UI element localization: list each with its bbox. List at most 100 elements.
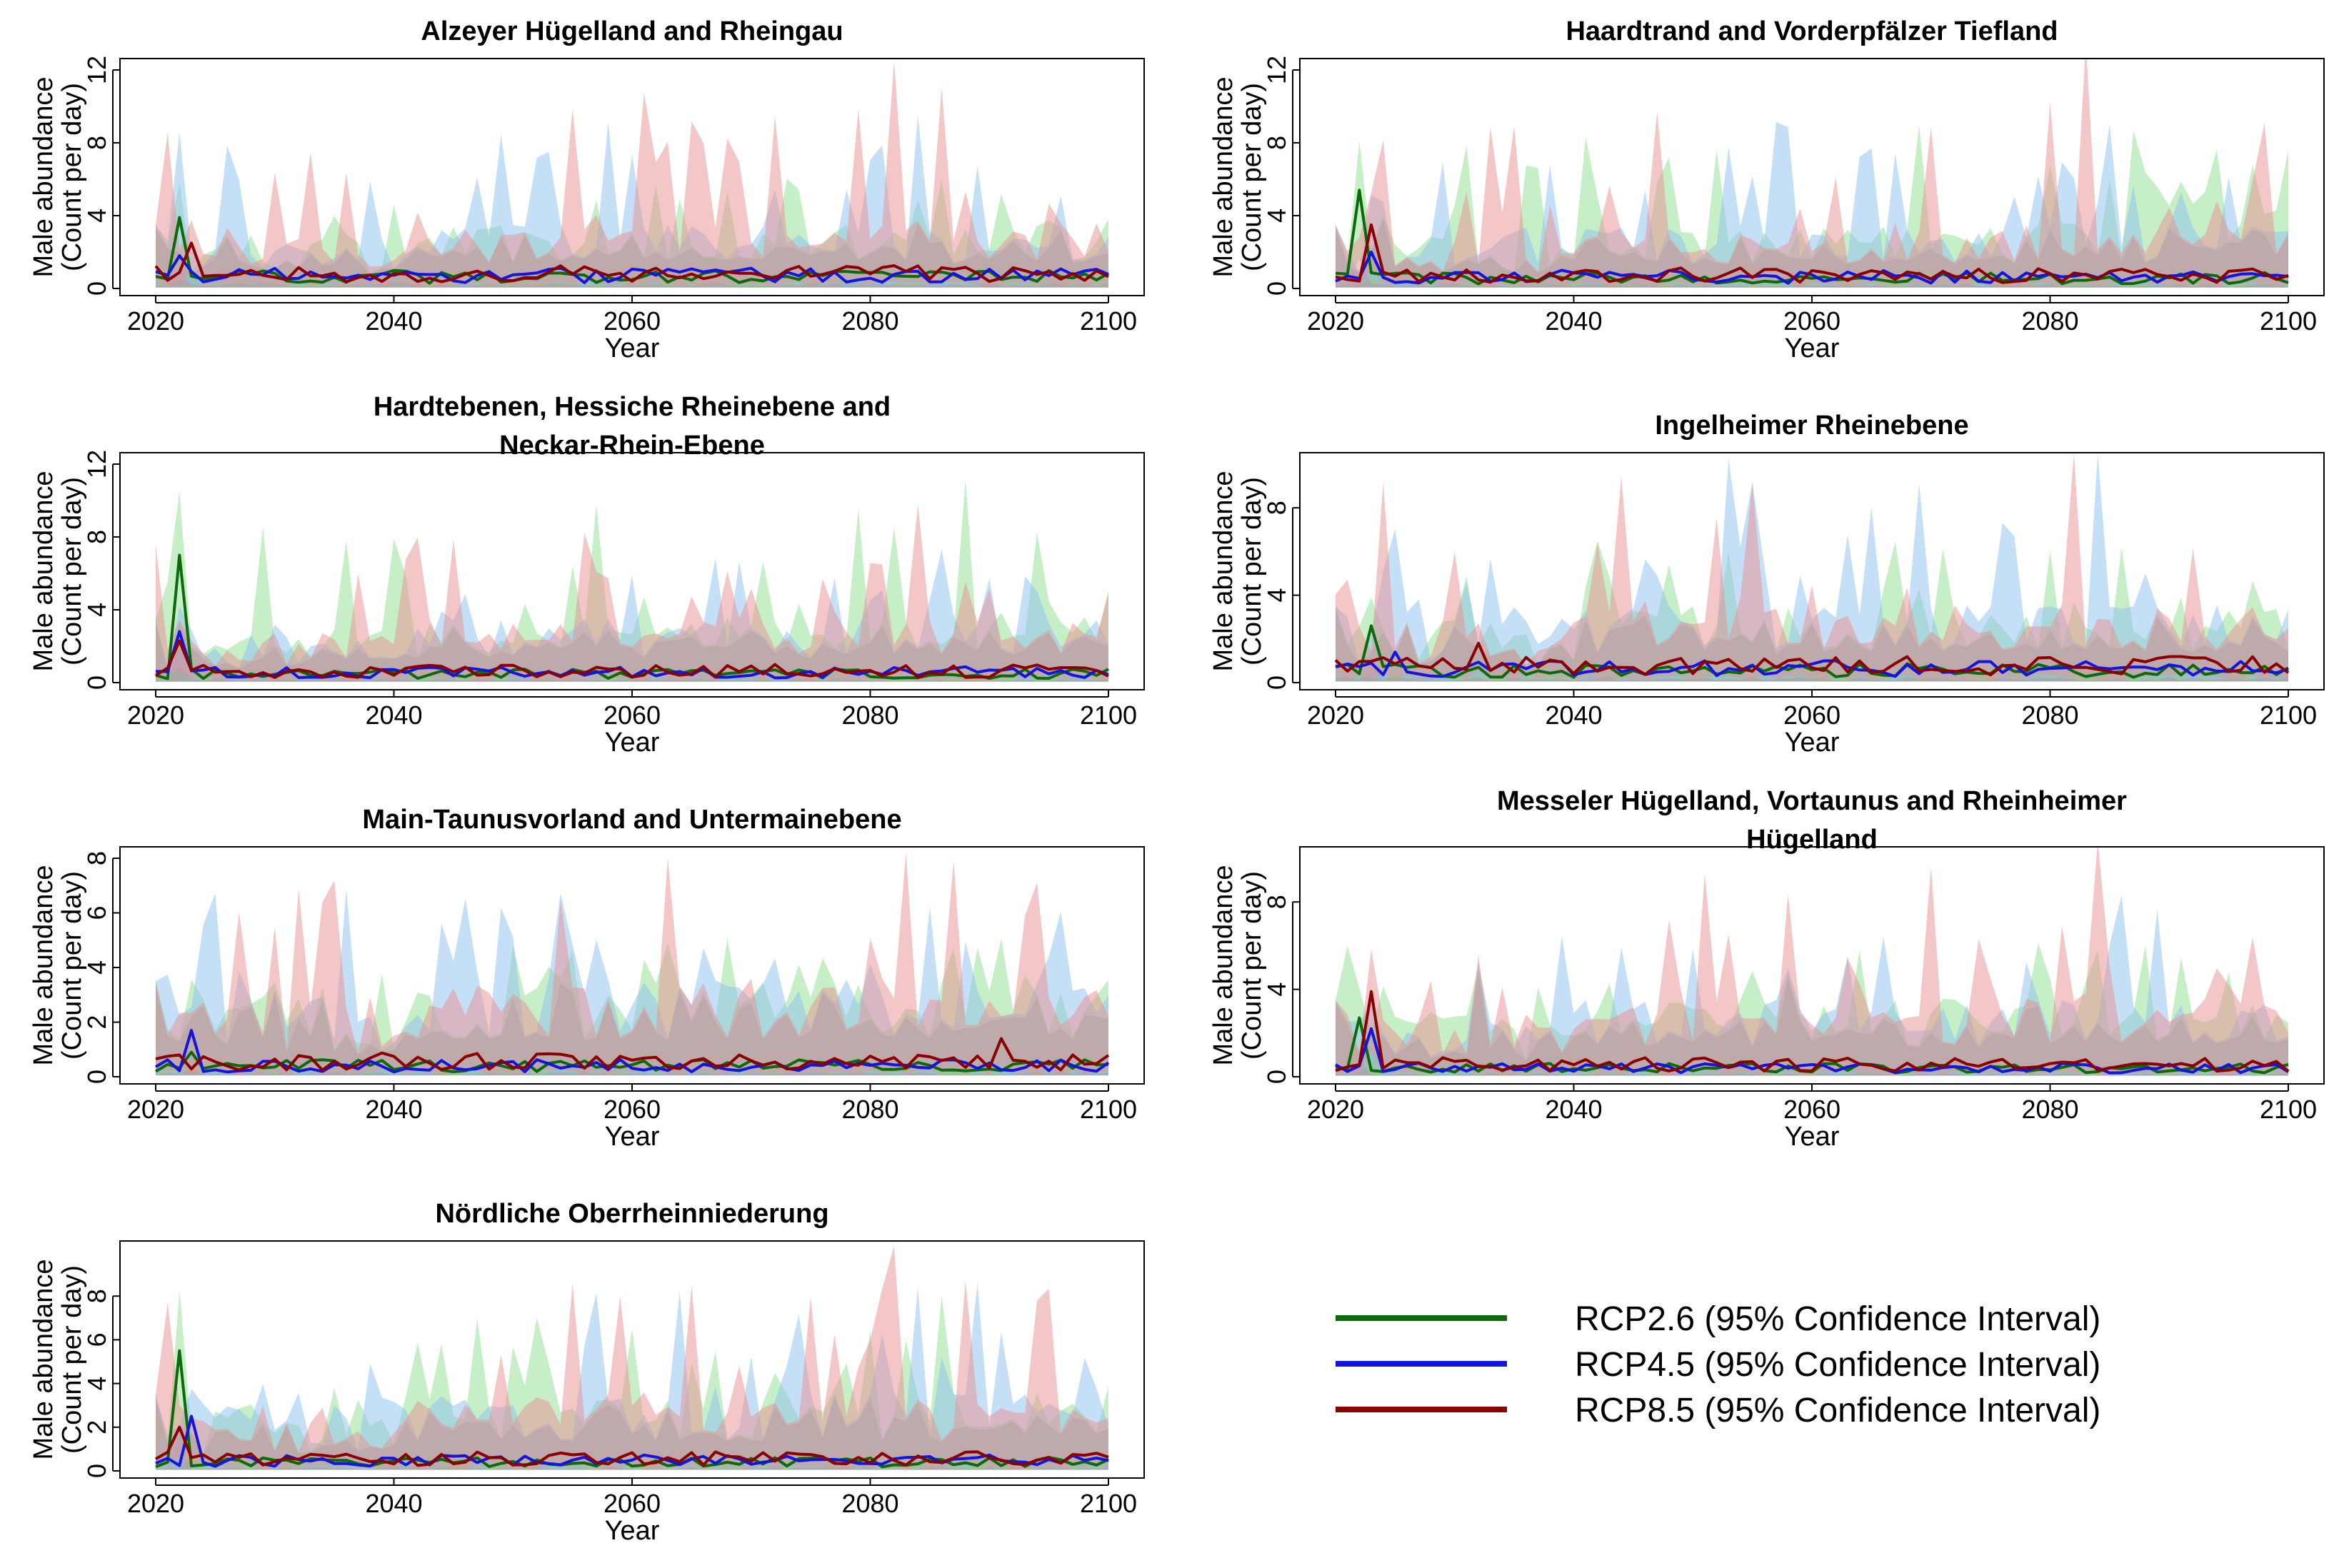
line-rcp45 <box>155 254 1109 284</box>
y-tick-label: 12 <box>82 450 111 478</box>
bands <box>1334 453 2290 682</box>
y-axis-label-line-2: (Count per day) <box>1237 83 1267 271</box>
y-tick-label: 12 <box>82 56 111 84</box>
x-tick-label: 2080 <box>841 700 898 730</box>
y-tick-label: 0 <box>82 1070 111 1084</box>
y-tick-label: 0 <box>82 281 111 296</box>
x-tick-label: 2020 <box>1307 306 1364 336</box>
x-tick-label: 2100 <box>2260 700 2317 730</box>
y-tick-label: 6 <box>82 905 111 920</box>
line-rcp85 <box>154 241 1109 283</box>
y-tick-label: 8 <box>82 1289 111 1303</box>
x-tick-label: 2040 <box>1545 1095 1602 1124</box>
bands <box>155 1245 1109 1470</box>
x-tick-label: 2040 <box>365 700 422 730</box>
x-tick-label: 2100 <box>1080 306 1137 336</box>
legend-label-rcp85: RCP8.5 (95% Confidence Interval) <box>1575 1392 2100 1429</box>
y-axis-label-line-1: Male abundance <box>29 865 59 1066</box>
y-tick-label: 0 <box>1262 675 1291 690</box>
y-axis-label-line-2: (Count per day) <box>57 477 87 665</box>
band-rcp26 <box>156 478 1108 682</box>
x-tick-label: 2020 <box>127 1489 184 1518</box>
panel-title: Alzeyer Hügelland and Rheingau <box>421 16 843 46</box>
x-tick-label: 2060 <box>1783 1095 1840 1124</box>
y-tick-label: 4 <box>1262 982 1291 997</box>
x-axis-label: Year <box>605 1516 660 1546</box>
panel-6: 2020 2040 2060 2080 2100 0 4 8 Year Male abundanc… <box>1208 786 2325 1152</box>
y-tick-label: 4 <box>1262 588 1291 603</box>
x-axis-label: Year <box>1785 1122 1840 1152</box>
y-tick-label: 8 <box>1262 501 1291 515</box>
x-tick-label: 2080 <box>841 306 898 336</box>
band-rcp85 <box>1336 453 2288 680</box>
line-rcp45 <box>1335 1027 2290 1075</box>
line-rcp85 <box>1334 641 2290 677</box>
panel-2: 2020 2040 2060 2080 2100 0 4 8 12 Year Male abunda… <box>1208 16 2325 363</box>
x-tick-label: 2060 <box>603 1489 661 1518</box>
band-rcp85 <box>1336 847 2288 1075</box>
line-rcp85 <box>1335 223 2289 284</box>
x-axis-label: Year <box>1785 333 1840 363</box>
x-tick-label: 2060 <box>603 700 661 730</box>
y-axis-label-line-1: Male abundance <box>29 77 59 278</box>
panel-3: 2020 2040 2060 2080 2100 0 4 8 12 Year Male abunda… <box>29 392 1145 758</box>
y-tick-label: 8 <box>82 530 111 544</box>
panel-title: Neckar-Rhein-Ebene <box>499 431 765 461</box>
y-axis-label-line-2: (Count per day) <box>1237 871 1267 1060</box>
x-tick-label: 2100 <box>1080 1489 1137 1518</box>
x-tick-label: 2100 <box>2260 306 2317 336</box>
y-tick-label: 4 <box>1262 208 1291 223</box>
x-tick-label: 2020 <box>1307 700 1364 730</box>
x-tick-label: 2080 <box>841 1095 898 1124</box>
panel-title: Messeler Hügelland, Vortaunus and Rheinh… <box>1497 786 2127 816</box>
line-rcp85 <box>155 1037 1110 1072</box>
y-axis-label-line-2: (Count per day) <box>1237 477 1267 665</box>
line-rcp85 <box>155 1425 1109 1467</box>
panel-title: Hügelland <box>1746 825 1878 855</box>
x-tick-label: 2100 <box>2260 1095 2317 1124</box>
x-tick-label: 2100 <box>1080 700 1137 730</box>
x-tick-label: 2020 <box>127 1095 184 1124</box>
y-tick-label: 12 <box>1262 56 1291 84</box>
y-tick-label: 2 <box>82 1015 111 1029</box>
band-rcp85 <box>156 1245 1108 1469</box>
bands <box>1335 59 2289 288</box>
panel-1: 2020 2040 2060 2080 2100 0 4 8 12 Year Male abunda… <box>29 16 1145 363</box>
x-tick-label: 2040 <box>365 306 422 336</box>
y-axis-label-line-2: (Count per day) <box>57 871 87 1060</box>
y-tick-label: 8 <box>1262 136 1291 150</box>
y-tick-label: 4 <box>82 208 111 223</box>
y-axis-label-line-2: (Count per day) <box>57 83 87 271</box>
y-tick-label: 8 <box>82 136 111 150</box>
band-rcp85 <box>156 61 1108 287</box>
x-tick-label: 2080 <box>2021 1095 2078 1124</box>
panel-title: Ingelheimer Rheinebene <box>1655 411 1968 441</box>
panel-title: Nördliche Oberrheinniederung <box>435 1199 828 1229</box>
x-tick-label: 2080 <box>2021 306 2078 336</box>
x-tick-label: 2080 <box>2021 700 2078 730</box>
band-rcp85 <box>156 853 1108 1075</box>
y-axis-label-line-1: Male abundance <box>1208 471 1238 672</box>
x-tick-label: 2020 <box>127 306 184 336</box>
y-axis-label-line-1: Male abundance <box>1208 865 1238 1066</box>
x-tick-label: 2060 <box>603 1095 661 1124</box>
y-axis-label-line-2: (Count per day) <box>57 1265 87 1454</box>
band-rcp45 <box>1336 453 2288 681</box>
legend-label-rcp26: RCP2.6 (95% Confidence Interval) <box>1575 1300 2100 1338</box>
bands <box>154 478 1109 682</box>
y-tick-label: 0 <box>82 1464 111 1478</box>
y-axis-label-line-1: Male abundance <box>29 1260 59 1460</box>
y-tick-label: 6 <box>82 1332 111 1347</box>
y-tick-label: 0 <box>1262 281 1291 296</box>
x-tick-label: 2080 <box>841 1489 898 1518</box>
x-tick-label: 2020 <box>1307 1095 1364 1124</box>
band-rcp85 <box>1336 59 2288 287</box>
x-tick-label: 2040 <box>1545 700 1602 730</box>
x-tick-label: 2040 <box>1545 306 1602 336</box>
bands <box>1335 847 2290 1076</box>
panel-title: Hardtebenen, Hessiche Rheinebene and <box>374 392 891 422</box>
x-tick-label: 2100 <box>1080 1095 1137 1124</box>
y-tick-label: 4 <box>82 603 111 617</box>
legend: RCP2.6 (95% Confidence Interval) RCP4.5 … <box>1336 1300 2100 1429</box>
